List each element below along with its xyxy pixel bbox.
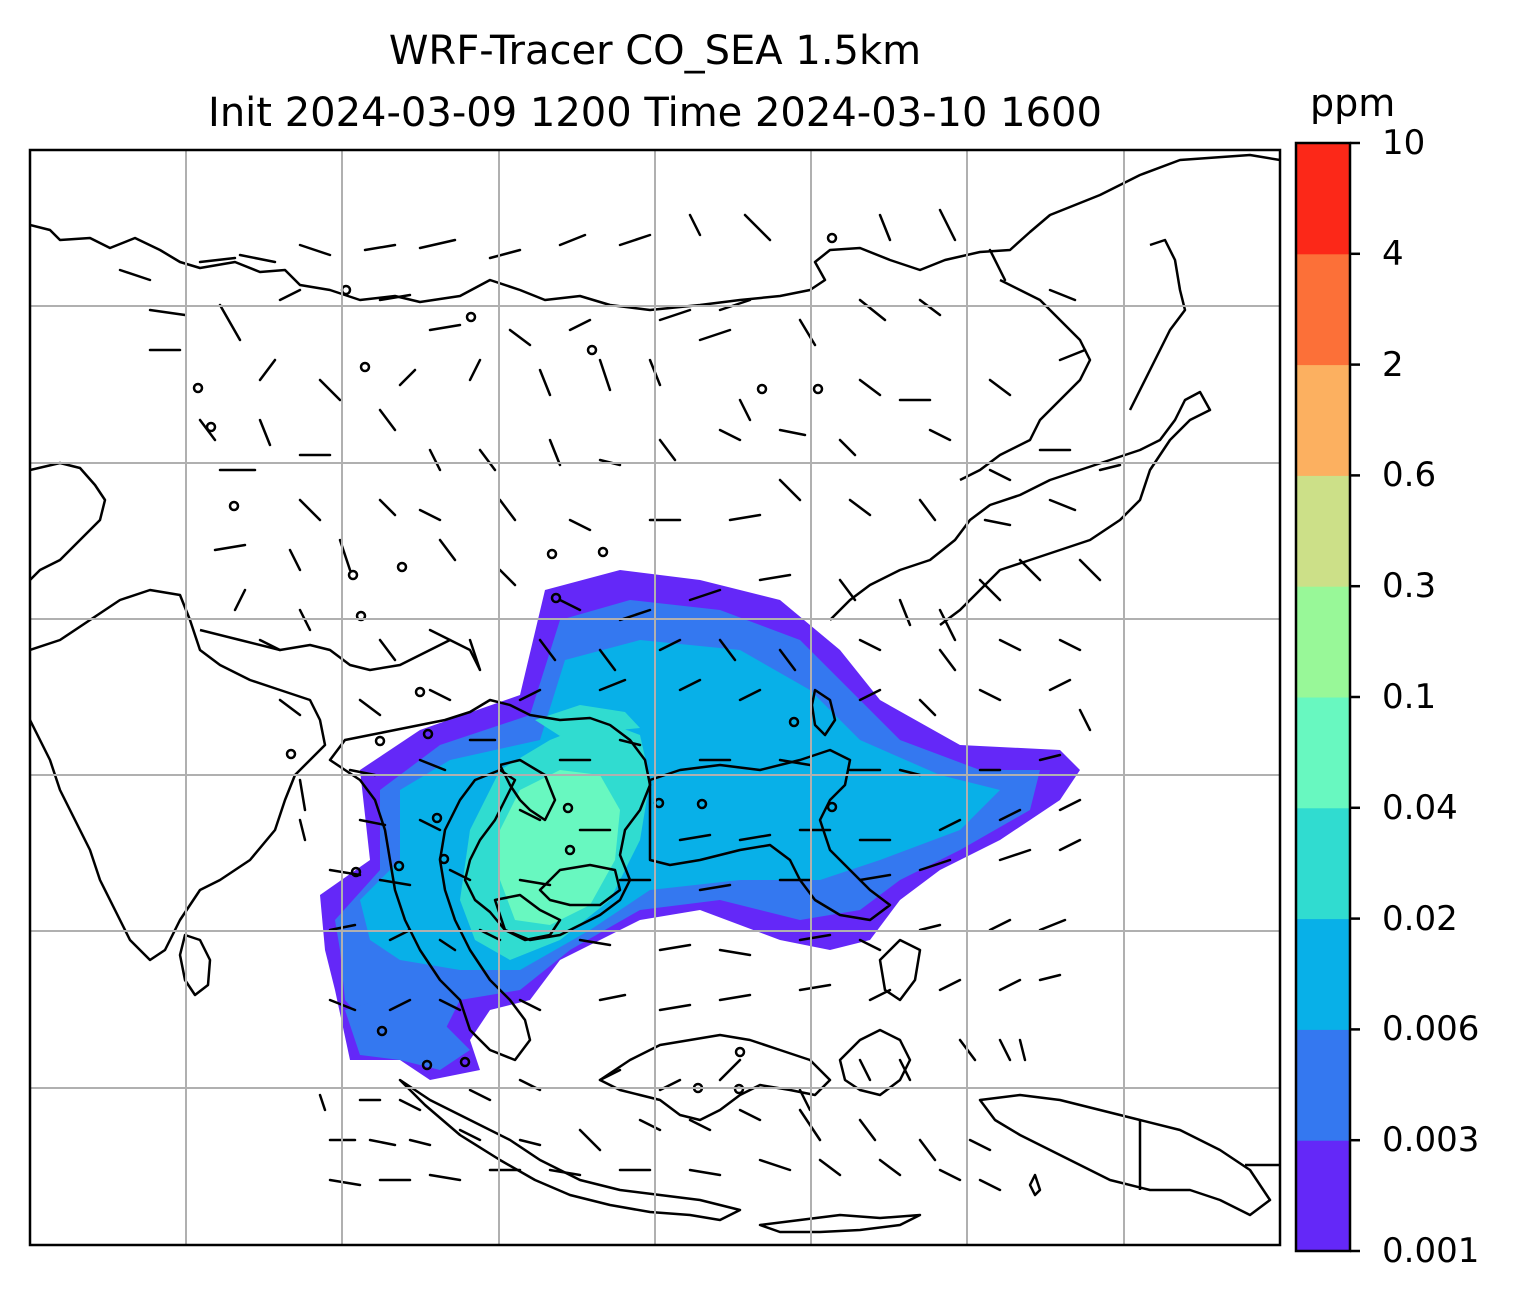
colorbar-segment bbox=[1296, 586, 1350, 698]
colorbar-tick-label: 0.6 bbox=[1382, 455, 1437, 496]
gridlines bbox=[30, 150, 1280, 1245]
map-frame bbox=[28, 148, 1282, 1247]
colorbar-unit-label: ppm bbox=[1310, 81, 1396, 125]
colorbar-tick-label: 4 bbox=[1382, 233, 1404, 274]
colorbar-segment bbox=[1296, 697, 1350, 809]
colorbar-tick-label: 0.003 bbox=[1382, 1120, 1480, 1161]
colorbar-segment bbox=[1296, 475, 1350, 587]
colorbar-segment bbox=[1296, 364, 1350, 476]
chart-title-line2: Init 2024-03-09 1200 Time 2024-03-10 160… bbox=[208, 90, 1102, 136]
colorbar-segment bbox=[1296, 918, 1350, 1030]
colorbar-tick-label: 0.001 bbox=[1382, 1231, 1480, 1271]
wind-barbs bbox=[118, 208, 1122, 1192]
colorbar-segment bbox=[1296, 1140, 1350, 1252]
calm-wind-circles bbox=[192, 232, 838, 1095]
colorbar-tick-label: 10 bbox=[1382, 123, 1426, 163]
chart-title-line1: WRF-Tracer CO_SEA 1.5km bbox=[388, 28, 922, 74]
colorbar-tick-label: 0.02 bbox=[1382, 898, 1458, 939]
colorbar-segment bbox=[1296, 807, 1350, 920]
colorbar-segment bbox=[1296, 143, 1350, 255]
colorbar-segment bbox=[1296, 1029, 1350, 1141]
colorbar-tick-label: 0.04 bbox=[1382, 787, 1458, 828]
colorbar-ticks bbox=[1350, 141, 1360, 1253]
colorbar-segment bbox=[1296, 253, 1350, 366]
colorbar bbox=[1296, 143, 1350, 1252]
colorbar-tick-label: 0.1 bbox=[1382, 677, 1437, 717]
colorbar-tick-label: 2 bbox=[1382, 344, 1404, 385]
colorbar-tick-label: 0.3 bbox=[1382, 566, 1437, 607]
colorbar-tick-label: 0.006 bbox=[1382, 1009, 1480, 1050]
